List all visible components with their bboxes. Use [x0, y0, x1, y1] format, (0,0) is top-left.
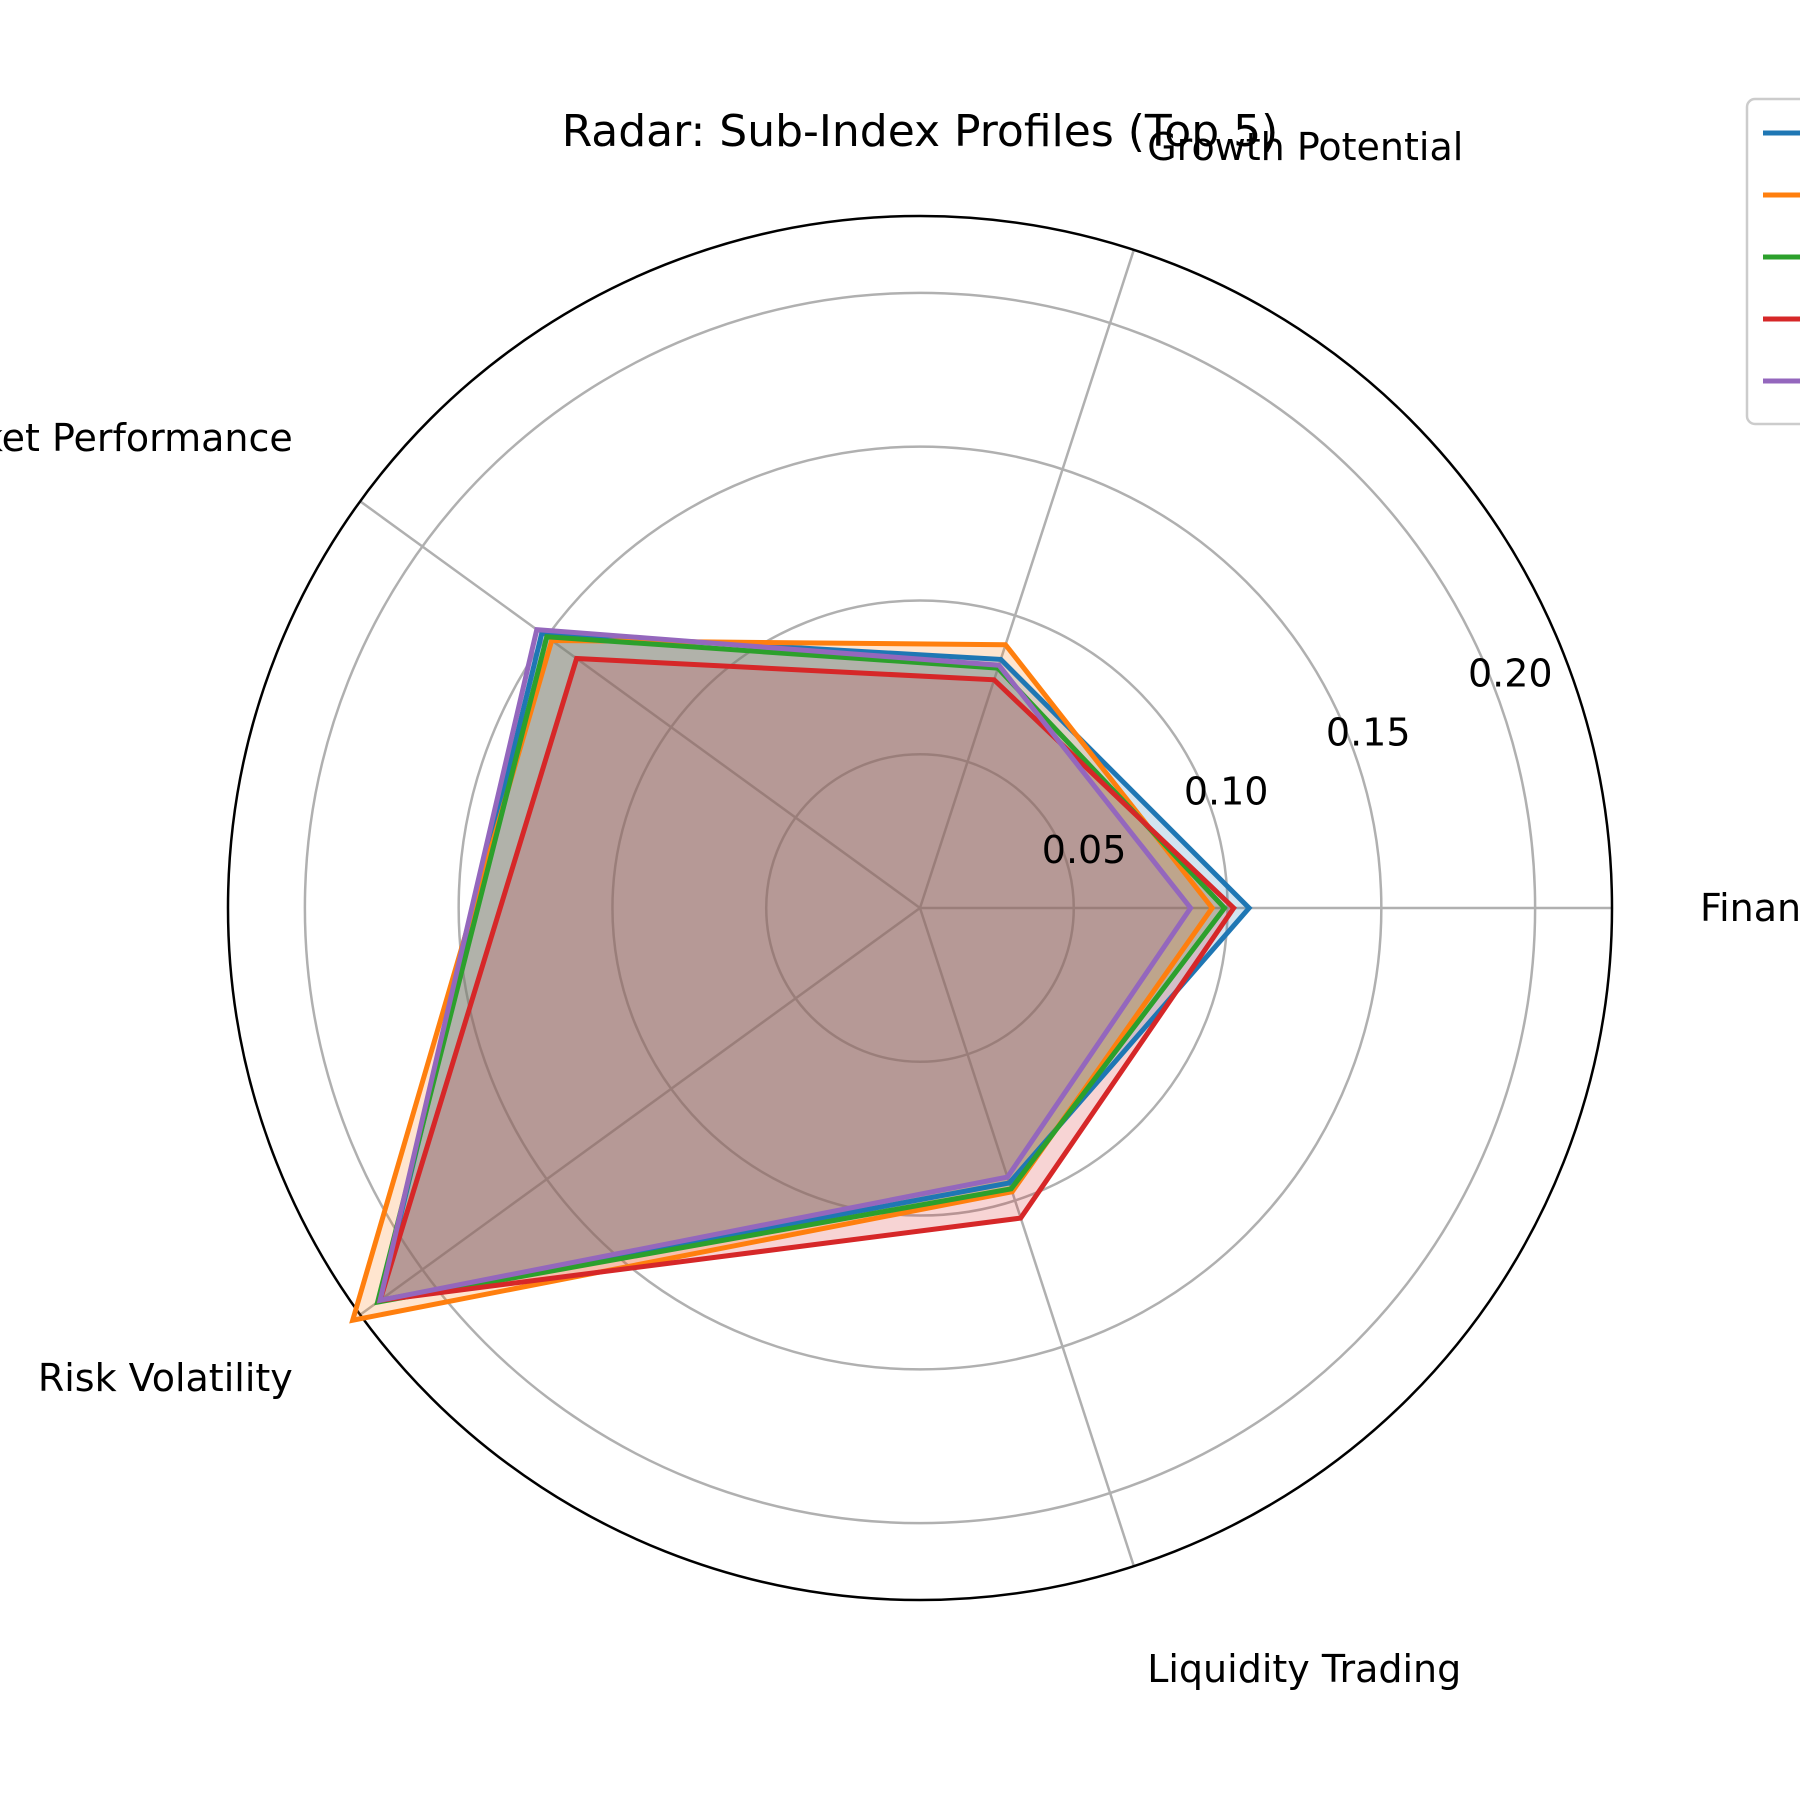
series-polygons [349, 626, 1253, 1324]
spoke-risk-volatility [359, 906, 921, 1316]
rtick-label: 0.20 [1468, 652, 1553, 696]
series-fill-5 [380, 629, 1191, 1301]
axis-label-liquidity-trading: Liquidity Trading [1147, 1647, 1461, 1691]
legend-box [1745, 97, 1800, 426]
rtick-label: 0.15 [1326, 710, 1411, 754]
spoke-market-performance [359, 500, 921, 910]
axis-label-market-performance: Market Performance [0, 416, 293, 460]
grid-ring [764, 752, 1076, 1064]
polar-grid [226, 214, 1614, 1602]
legend [1745, 97, 1800, 426]
rtick-label: 0.05 [1042, 828, 1127, 872]
chart-title: Radar: Sub-Index Profiles (Top 5) [562, 106, 1279, 157]
series-line-5 [376, 626, 1194, 1304]
grid-ring [457, 445, 1383, 1371]
series-fill-2 [352, 640, 1213, 1321]
grid-ring [303, 291, 1537, 1525]
spoke-liquidity-trading [918, 907, 1136, 1567]
rtick-label: 0.10 [1184, 769, 1269, 813]
axis-label-risk-volatility: Risk Volatility [38, 1356, 293, 1400]
axis-label-financial-strength: Financial Strength [1700, 886, 1800, 930]
series-fill-1 [380, 633, 1250, 1301]
axis-label-growth-potential: Growth Potential [1147, 125, 1463, 169]
series-line-4 [376, 655, 1237, 1304]
series-fill-4 [380, 658, 1234, 1301]
axis-labels: 0.05 0.10 0.15 0.20 Financial Strength Growth… [0, 125, 1800, 1691]
series-fill-3 [377, 636, 1225, 1303]
spoke-growth-potential [918, 249, 1136, 909]
polar-frame [226, 214, 1614, 1602]
